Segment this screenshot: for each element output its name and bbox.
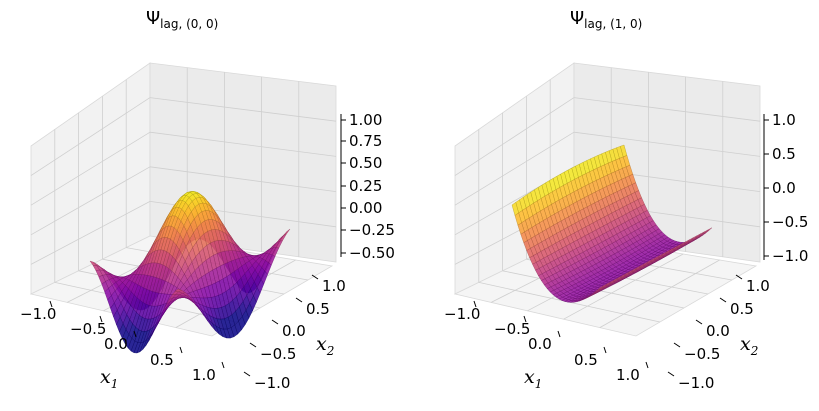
z-tick-label: 0.50 bbox=[349, 154, 382, 172]
x-tick-label: 0.0 bbox=[104, 335, 128, 353]
y-tick-mark bbox=[695, 319, 703, 325]
surface-plot-lag-00: 1.000.750.500.250.00−0.25−0.50−1.0−0.50.… bbox=[20, 8, 395, 392]
x-axis-label: x1 bbox=[100, 366, 118, 391]
y-axis-label-sub: 2 bbox=[750, 344, 759, 358]
surface-mesh bbox=[511, 144, 713, 303]
z-tick-label: 0.00 bbox=[349, 199, 382, 217]
y-axis-label-sub: 2 bbox=[326, 344, 335, 358]
x-tick-mark bbox=[603, 346, 607, 354]
x-tick-label: 0.0 bbox=[528, 335, 552, 353]
y-tick-label: 1.0 bbox=[746, 277, 770, 295]
x-tick-label: −1.0 bbox=[444, 305, 480, 323]
surface-plot-lag-10: 1.00.50.0−0.5−1.0−1.0−0.50.00.51.0x1 −1.0… bbox=[444, 8, 808, 392]
z-tick-label: −0.50 bbox=[349, 244, 395, 262]
x-tick-label: −0.5 bbox=[70, 320, 106, 338]
z-tick-label: 0.5 bbox=[772, 145, 796, 163]
y-tick-mark bbox=[311, 274, 319, 280]
surface-facet bbox=[596, 285, 604, 291]
x-axis-label-sub: 1 bbox=[535, 377, 543, 391]
x-axis-label-sub: 1 bbox=[111, 377, 119, 391]
surface-mesh bbox=[89, 191, 291, 354]
z-axis: 1.0 0.5 0.0 −0.5 −1.0 bbox=[763, 111, 808, 265]
y-tick-label: −1.0 bbox=[254, 374, 290, 392]
y-tick-label: −1.0 bbox=[678, 374, 714, 392]
y-tick-label: 0.0 bbox=[706, 322, 730, 340]
z-tick-label: 0.75 bbox=[349, 132, 382, 150]
z-tick-label: 1.00 bbox=[349, 111, 382, 129]
y-tick-label: 0.5 bbox=[306, 300, 330, 318]
x-axis-label: x1 bbox=[524, 366, 542, 391]
x-tick-mark bbox=[473, 300, 477, 308]
x-tick-label: −0.5 bbox=[494, 320, 530, 338]
y-tick-mark bbox=[735, 274, 743, 280]
x-tick-mark bbox=[49, 300, 53, 308]
y-tick-label: 0.0 bbox=[282, 322, 306, 340]
y-tick-mark bbox=[719, 297, 727, 303]
surface-facet bbox=[174, 288, 183, 292]
x-tick-mark bbox=[99, 315, 103, 323]
z-tick-label: −0.25 bbox=[349, 221, 395, 239]
x-axis: −1.0 −0.50.0 0.5 1.0 x1 bbox=[20, 300, 225, 391]
x-tick-label: 0.5 bbox=[574, 351, 598, 369]
z-tick-label: 0.25 bbox=[349, 177, 382, 195]
y-axis-label: x2 bbox=[316, 333, 334, 358]
x-tick-mark bbox=[557, 330, 561, 338]
x-tick-mark bbox=[645, 361, 649, 369]
chart-title-subscript: lag, (1, 0) bbox=[584, 17, 642, 31]
x-tick-label: −1.0 bbox=[20, 305, 56, 323]
y-axis-label: x2 bbox=[740, 333, 758, 358]
y-tick-label: 0.5 bbox=[730, 300, 754, 318]
y-tick-mark bbox=[271, 319, 279, 325]
y-tick-mark bbox=[667, 371, 675, 377]
y-tick-mark bbox=[673, 342, 681, 348]
x-tick-label: 1.0 bbox=[616, 366, 640, 384]
x-tick-mark bbox=[133, 330, 137, 338]
z-tick-label: 1.0 bbox=[772, 111, 796, 129]
y-axis: −1.0 −0.5 0.00.5 1.0 x2 bbox=[667, 274, 770, 392]
x-tick-mark bbox=[179, 346, 183, 354]
y-tick-label: −0.5 bbox=[260, 345, 296, 363]
x-tick-mark bbox=[221, 361, 225, 369]
y-tick-mark bbox=[295, 297, 303, 303]
x-tick-label: 1.0 bbox=[192, 366, 216, 384]
y-axis: −1.0 −0.5 0.00.5 1.0 x2 bbox=[243, 274, 346, 392]
z-axis: 1.00 0.75 0.50 0.25 0.00 −0.25 −0.50 bbox=[340, 111, 395, 262]
chart-title-subscript: lag, (0, 0) bbox=[160, 17, 218, 31]
y-tick-mark bbox=[243, 371, 251, 377]
chart-title: Ψlag, (1, 0) bbox=[570, 8, 642, 31]
y-tick-label: 1.0 bbox=[322, 277, 346, 295]
z-tick-label: −1.0 bbox=[772, 247, 808, 265]
z-tick-label: 0.0 bbox=[772, 179, 796, 197]
y-tick-mark bbox=[249, 342, 257, 348]
x-tick-mark bbox=[523, 315, 527, 323]
z-tick-label: −0.5 bbox=[772, 213, 808, 231]
x-tick-label: 0.5 bbox=[150, 351, 174, 369]
chart-title: Ψlag, (0, 0) bbox=[146, 8, 218, 31]
y-tick-label: −0.5 bbox=[684, 345, 720, 363]
